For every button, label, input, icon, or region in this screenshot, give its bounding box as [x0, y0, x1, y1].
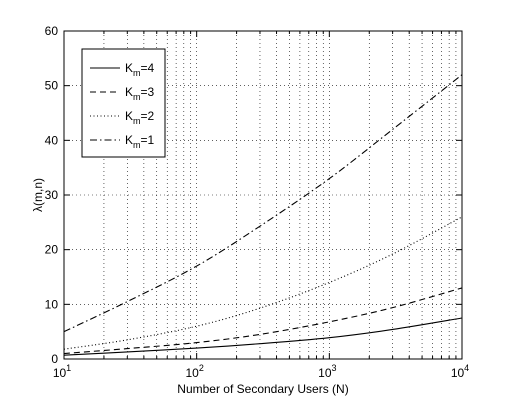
- series-line-4: [63, 74, 463, 333]
- x-tick-label-base: 10: [185, 366, 199, 380]
- x-tick-label-base: 10: [318, 366, 332, 380]
- x-tick-label: 101: [53, 363, 71, 380]
- grid-layer: [63, 30, 462, 360]
- x-tick-label: 102: [185, 363, 203, 380]
- legend-box: [81, 48, 166, 158]
- x-tick-label-exponent: 1: [66, 363, 71, 373]
- y-tick-label: 50: [45, 79, 59, 93]
- x-tick-label-base: 10: [53, 366, 67, 380]
- series-line-3: [63, 216, 463, 350]
- y-tick-label: 10: [45, 297, 59, 311]
- x-tick-label-base: 10: [451, 366, 465, 380]
- y-tick-label: 20: [45, 243, 59, 257]
- y-axis-label: λ(m,n): [31, 178, 45, 212]
- legend-label-4: Km=1: [125, 133, 155, 150]
- y-tick-label: 40: [45, 133, 59, 147]
- y-tick-label: 0: [51, 352, 58, 366]
- x-tick-label-exponent: 2: [199, 363, 204, 373]
- legend-label-2: Km=3: [125, 85, 155, 102]
- y-tick-label: 30: [45, 188, 59, 202]
- series-layer: [63, 74, 463, 356]
- series-line-1: [63, 317, 463, 356]
- series-line-2: [63, 287, 463, 355]
- legend-label-3: Km=2: [125, 109, 155, 126]
- legend-label-1: Km=4: [125, 61, 155, 78]
- y-tick-label: 60: [45, 24, 59, 38]
- x-tick-label-exponent: 4: [464, 363, 469, 373]
- x-tick-label: 103: [318, 363, 336, 380]
- x-tick-label: 104: [451, 363, 469, 380]
- legend: Km=4 Km=3 Km=2 Km=1: [81, 48, 166, 158]
- x-axis-label: Number of Secondary Users (N): [177, 382, 348, 396]
- x-tick-label-exponent: 3: [332, 363, 337, 373]
